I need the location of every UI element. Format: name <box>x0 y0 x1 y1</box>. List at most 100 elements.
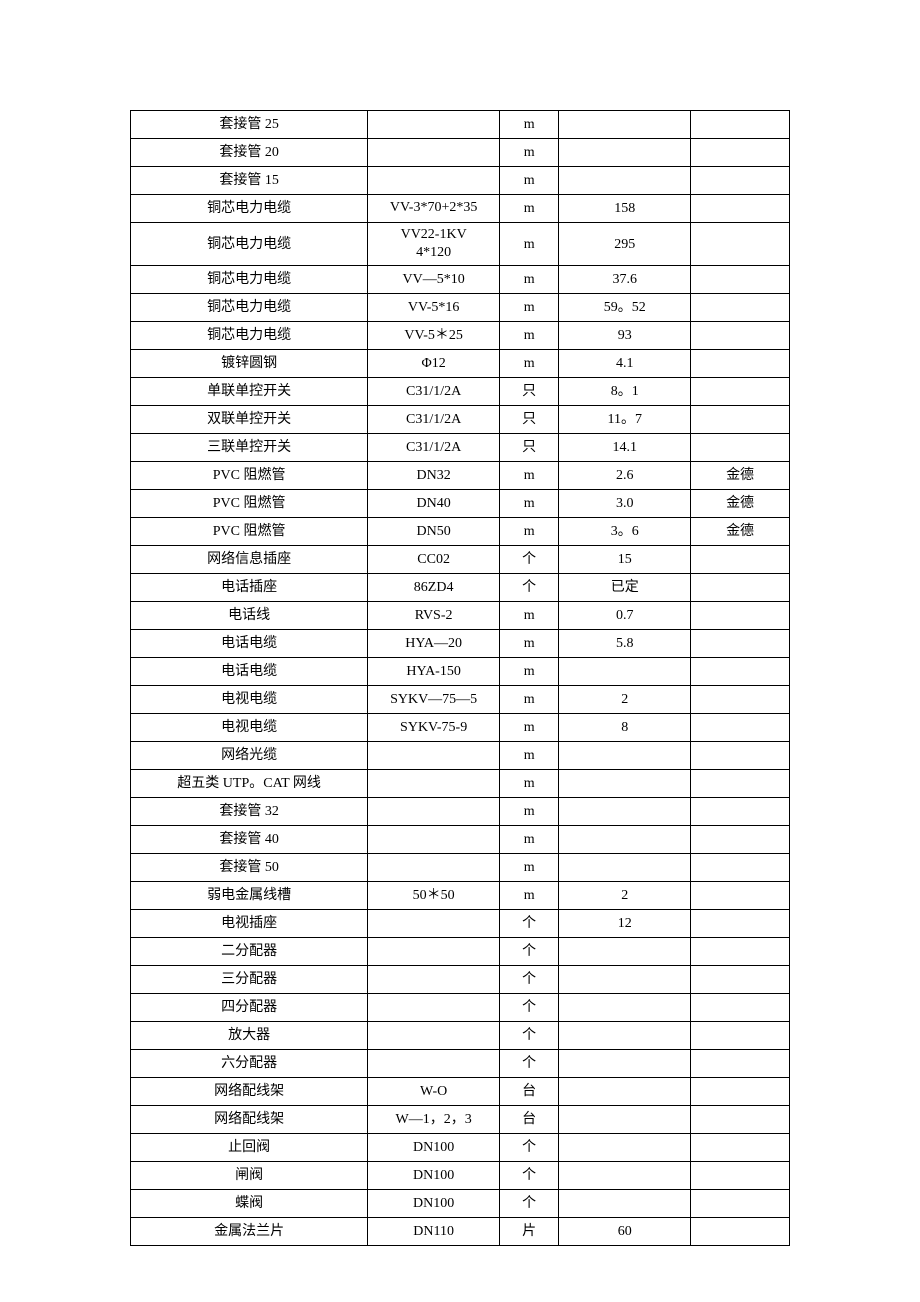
cell-name: 超五类 UTP。CAT 网线 <box>131 770 368 798</box>
cell-spec: DN100 <box>368 1190 500 1218</box>
table-row: 四分配器个 <box>131 994 790 1022</box>
table-row: 网络信息插座CC02个15 <box>131 546 790 574</box>
table-row: 三联单控开关C31/1/2A只14.1 <box>131 434 790 462</box>
cell-price <box>559 798 691 826</box>
table-row: PVC 阻燃管DN50m3。6金德 <box>131 518 790 546</box>
cell-name: 止回阀 <box>131 1134 368 1162</box>
table-row: 放大器个 <box>131 1022 790 1050</box>
cell-note <box>691 1022 790 1050</box>
cell-spec <box>368 798 500 826</box>
cell-name: 三联单控开关 <box>131 434 368 462</box>
cell-spec: VV-3*70+2*35 <box>368 195 500 223</box>
cell-price <box>559 658 691 686</box>
cell-name: 网络光缆 <box>131 742 368 770</box>
cell-price: 14.1 <box>559 434 691 462</box>
cell-unit: m <box>500 111 559 139</box>
cell-spec <box>368 742 500 770</box>
cell-unit: 台 <box>500 1078 559 1106</box>
cell-name: 套接管 40 <box>131 826 368 854</box>
cell-note <box>691 406 790 434</box>
cell-name: 电话线 <box>131 602 368 630</box>
table-row: 网络配线架W-O台 <box>131 1078 790 1106</box>
cell-name: PVC 阻燃管 <box>131 518 368 546</box>
cell-unit: m <box>500 630 559 658</box>
table-row: 单联单控开关C31/1/2A只8。1 <box>131 378 790 406</box>
cell-unit: m <box>500 195 559 223</box>
table-row: 弱电金属线槽50＊50m2 <box>131 882 790 910</box>
cell-name: 电话插座 <box>131 574 368 602</box>
cell-price <box>559 139 691 167</box>
cell-price: 295 <box>559 223 691 266</box>
table-row: 六分配器个 <box>131 1050 790 1078</box>
cell-spec: DN32 <box>368 462 500 490</box>
cell-spec: Φ12 <box>368 350 500 378</box>
table-row: 铜芯电力电缆VV22-1KV4*120m295 <box>131 223 790 266</box>
cell-unit: m <box>500 518 559 546</box>
table-row: 电话电缆HYA-150m <box>131 658 790 686</box>
cell-note <box>691 111 790 139</box>
cell-unit: m <box>500 490 559 518</box>
cell-note <box>691 882 790 910</box>
cell-note <box>691 266 790 294</box>
cell-unit: 个 <box>500 1190 559 1218</box>
cell-price <box>559 167 691 195</box>
cell-name: 铜芯电力电缆 <box>131 223 368 266</box>
cell-note <box>691 378 790 406</box>
cell-note <box>691 602 790 630</box>
cell-name: 铜芯电力电缆 <box>131 322 368 350</box>
table-row: 镀锌圆钢Φ12m4.1 <box>131 350 790 378</box>
cell-note <box>691 770 790 798</box>
cell-spec <box>368 994 500 1022</box>
cell-note <box>691 1050 790 1078</box>
cell-price <box>559 1022 691 1050</box>
table-row: 网络配线架W—1，2，3台 <box>131 1106 790 1134</box>
table-row: 网络光缆 m <box>131 742 790 770</box>
cell-price: 37.6 <box>559 266 691 294</box>
table-row: 套接管 40m <box>131 826 790 854</box>
cell-spec: HYA—20 <box>368 630 500 658</box>
cell-note <box>691 854 790 882</box>
cell-spec: 86ZD4 <box>368 574 500 602</box>
cell-spec: C31/1/2A <box>368 378 500 406</box>
cell-name: 电视电缆 <box>131 686 368 714</box>
cell-unit: m <box>500 882 559 910</box>
cell-note <box>691 1190 790 1218</box>
cell-note <box>691 742 790 770</box>
cell-name: 金属法兰片 <box>131 1218 368 1246</box>
cell-note <box>691 574 790 602</box>
cell-note <box>691 1162 790 1190</box>
cell-price: 11。7 <box>559 406 691 434</box>
cell-note <box>691 1134 790 1162</box>
materials-table: 套接管 25m套接管 20m套接管 15m铜芯电力电缆VV-3*70+2*35m… <box>130 110 790 1246</box>
table-row: 套接管 32m <box>131 798 790 826</box>
table-row: 止回阀DN100个 <box>131 1134 790 1162</box>
cell-note <box>691 434 790 462</box>
cell-unit: m <box>500 714 559 742</box>
table-row: 铜芯电力电缆VV-3*70+2*35m158 <box>131 195 790 223</box>
cell-unit: m <box>500 294 559 322</box>
cell-spec: HYA-150 <box>368 658 500 686</box>
cell-spec <box>368 966 500 994</box>
table-body: 套接管 25m套接管 20m套接管 15m铜芯电力电缆VV-3*70+2*35m… <box>131 111 790 1246</box>
cell-price: 59。52 <box>559 294 691 322</box>
table-row: 三分配器个 <box>131 966 790 994</box>
cell-price: 已定 <box>559 574 691 602</box>
cell-unit: m <box>500 742 559 770</box>
table-row: 套接管 15m <box>131 167 790 195</box>
cell-unit: m <box>500 266 559 294</box>
cell-price: 2 <box>559 882 691 910</box>
cell-price <box>559 854 691 882</box>
cell-unit: 个 <box>500 1022 559 1050</box>
cell-name: PVC 阻燃管 <box>131 462 368 490</box>
cell-price: 3.0 <box>559 490 691 518</box>
cell-unit: 个 <box>500 910 559 938</box>
cell-unit: 个 <box>500 1134 559 1162</box>
cell-note <box>691 994 790 1022</box>
cell-note <box>691 1218 790 1246</box>
table-row: PVC 阻燃管DN40m3.0金德 <box>131 490 790 518</box>
cell-note <box>691 350 790 378</box>
cell-unit: 只 <box>500 406 559 434</box>
cell-price <box>559 770 691 798</box>
cell-unit: 片 <box>500 1218 559 1246</box>
cell-unit: 个 <box>500 574 559 602</box>
